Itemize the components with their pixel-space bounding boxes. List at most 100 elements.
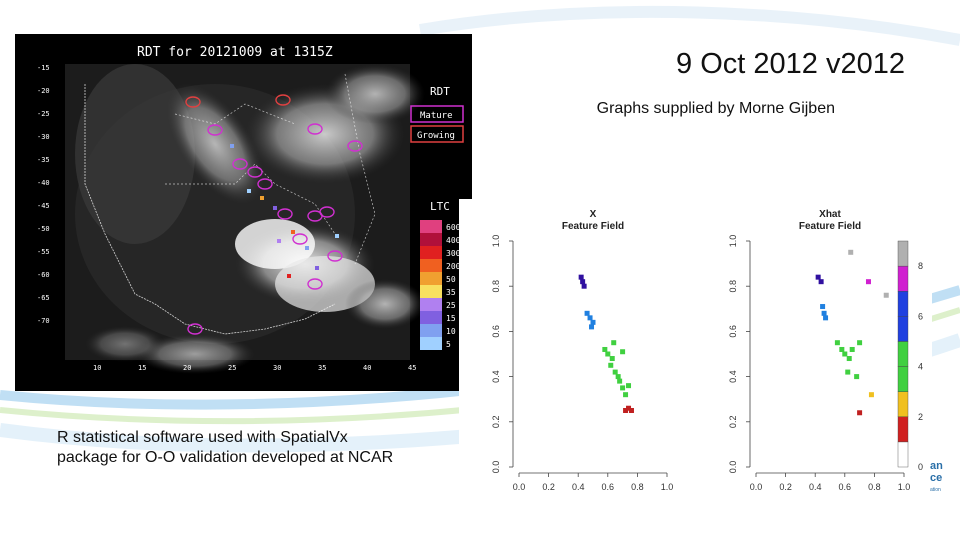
slide-subtitle: Graphs supplied by Morne Gijben	[596, 100, 835, 117]
y-tick-label: 1.0	[728, 235, 738, 248]
x-tick-label: 0.0	[513, 482, 526, 492]
feature-point	[845, 369, 851, 375]
longitude-labels: 10 15 20 25 30 35 40 45	[93, 364, 416, 372]
feature-point	[846, 356, 852, 362]
feature-point	[842, 351, 848, 357]
rdt-cell	[347, 140, 363, 152]
feature-point	[883, 292, 889, 298]
x-tick-label: 1.0	[661, 482, 674, 492]
lat-label: -25	[37, 110, 50, 118]
ltc-pixel	[315, 266, 319, 270]
feature-point	[617, 378, 623, 384]
colorbar-segment	[897, 291, 909, 317]
feature-point	[580, 279, 586, 285]
logo: an ce ation	[930, 460, 943, 496]
feature-point	[849, 346, 855, 352]
feature-point	[620, 349, 626, 355]
x-tick-label: 0.2	[779, 482, 792, 492]
feature-point	[609, 356, 615, 362]
rdt-cell	[185, 96, 201, 108]
ltc-swatch	[420, 246, 442, 259]
x-tick-label: 0.8	[631, 482, 644, 492]
rdt-cell	[247, 166, 263, 178]
x-tick-label: 0.6	[839, 482, 852, 492]
lat-label: -50	[37, 225, 50, 233]
feature-point	[620, 385, 626, 391]
ltc-swatch	[420, 324, 442, 337]
rdt-cell	[207, 124, 223, 136]
ltc-label: 50	[446, 275, 456, 284]
chart-subtitle: Feature Field	[562, 221, 624, 232]
y-tick-label: 0.8	[491, 280, 501, 293]
y-tick-label: 0.8	[728, 280, 738, 293]
ltc-pixel	[260, 196, 264, 200]
ltc-swatch	[420, 337, 442, 350]
rdt-cell	[319, 206, 335, 218]
colorbar-segment	[897, 265, 909, 292]
lon-label: 20	[183, 364, 191, 372]
lon-label: 15	[138, 364, 146, 372]
logo-line-2: ce	[930, 472, 943, 484]
legend-rdt-title: RDT	[430, 85, 450, 98]
ltc-swatch	[420, 259, 442, 272]
feature-point	[865, 279, 871, 285]
ltc-swatch	[420, 285, 442, 298]
colorbar-tick-label: 8	[918, 261, 923, 271]
lat-label: -15	[37, 64, 50, 72]
legend-growing-box	[410, 125, 464, 143]
colorbar-segment	[897, 316, 909, 342]
lat-label: -70	[37, 317, 50, 325]
y-tick-label: 0.4	[491, 370, 501, 383]
x-tick-label: 0.2	[542, 482, 555, 492]
caption-line-1: R statistical software used with Spatial…	[57, 429, 348, 446]
ltc-pixel	[305, 246, 309, 250]
feature-point	[590, 319, 596, 325]
chart-title: Xhat	[819, 209, 841, 220]
feature-point	[821, 310, 827, 316]
colorbar-segment	[897, 441, 909, 468]
feature-point	[815, 274, 821, 280]
lon-label: 25	[228, 364, 236, 372]
ltc-label: 400	[446, 236, 461, 245]
feature-point	[839, 346, 845, 352]
rdt-cells	[185, 94, 363, 335]
lat-label: -30	[37, 133, 50, 141]
colorbar-tick-label: 2	[918, 412, 923, 422]
y-tick-label: 0.2	[728, 416, 738, 429]
feature-point	[626, 383, 632, 389]
feature-point	[589, 324, 595, 330]
chart-colorbar: 0 2 4 6 8	[897, 240, 923, 472]
feature-point	[820, 304, 826, 310]
caption-line-2: package for O-O validation developed at …	[57, 449, 394, 466]
feature-point	[834, 340, 840, 346]
ltc-swatch	[420, 233, 442, 246]
feature-point	[868, 392, 874, 398]
slide-title: 9 Oct 2012 v2012	[676, 48, 905, 80]
ltc-swatch	[420, 220, 442, 233]
lat-label: -45	[37, 202, 50, 210]
ltc-label: 300	[446, 249, 461, 258]
colorbar-segment	[897, 341, 909, 367]
lat-label: -20	[37, 87, 50, 95]
legend-mature: Mature	[420, 111, 453, 121]
rdt-cell	[327, 250, 343, 262]
ltc-swatch	[420, 272, 442, 285]
feature-point	[612, 369, 618, 375]
rdt-cell	[275, 94, 291, 106]
legend-ltc-title: LTC	[430, 200, 450, 213]
rdt-cell	[257, 178, 273, 190]
satellite-title: RDT for 20121009 at 1315Z	[137, 45, 333, 60]
ltc-pixel	[247, 189, 251, 193]
lon-label: 35	[318, 364, 326, 372]
x-tick-label: 0.4	[809, 482, 822, 492]
colorbar-segment	[897, 366, 909, 392]
lon-label: 40	[363, 364, 371, 372]
lat-label: -40	[37, 179, 50, 187]
chart-subtitle: Feature Field	[799, 221, 861, 232]
feature-point	[623, 408, 629, 413]
x-tick-label: 0.8	[868, 482, 881, 492]
ltc-pixel	[230, 144, 234, 148]
ltc-label: 25	[446, 301, 456, 310]
ltc-swatch	[420, 298, 442, 311]
feature-point	[623, 392, 629, 398]
